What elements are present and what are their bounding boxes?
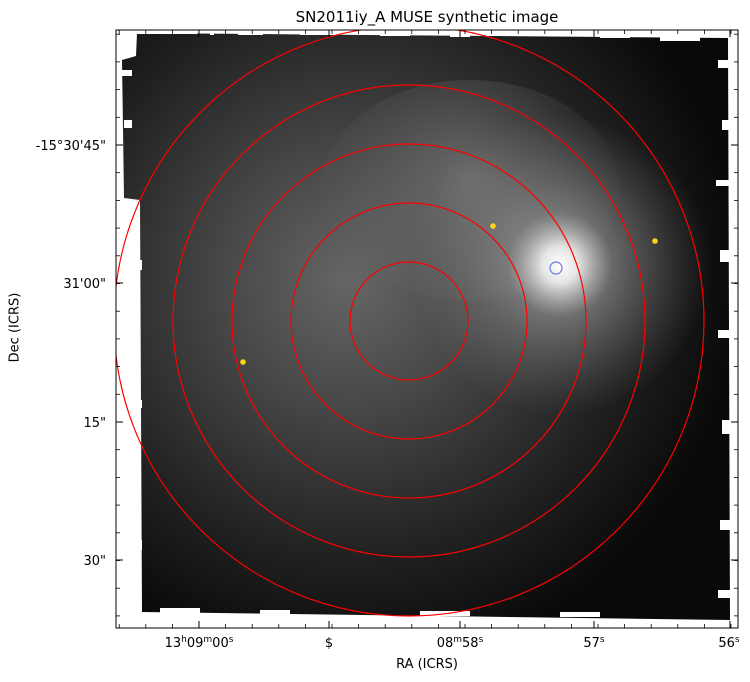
figure-title: SN2011iy_A MUSE synthetic image	[295, 8, 559, 26]
sn-position-marker	[549, 261, 563, 275]
aperture-ring-3	[231, 143, 587, 499]
synthetic-image	[116, 30, 730, 620]
source-marker-3	[240, 359, 246, 365]
aperture-rings	[116, 30, 705, 617]
y-tick-label-2: 31'00"	[63, 277, 106, 292]
x-tick-label-3: 08m58s	[437, 635, 484, 651]
aperture-ring-2	[290, 202, 528, 440]
source-marker-2	[652, 238, 658, 244]
x-tick-label-5: 56s	[718, 635, 740, 651]
aperture-ring-1	[349, 261, 469, 381]
x-axis-label: RA (ICRS)	[396, 657, 458, 672]
bright-source-glow	[410, 115, 710, 415]
y-axis-label: Dec (ICRS)	[7, 292, 23, 363]
x-tick-label-2: $	[325, 636, 333, 651]
y-tick-label-3: 15"	[83, 416, 106, 431]
x-tick-label-1: 13h09m00s	[165, 635, 234, 651]
source-marker-1	[490, 223, 496, 229]
aperture-ring-5	[116, 30, 705, 617]
x-tick-label-4: 57s	[583, 635, 605, 651]
axes-frame	[115, 29, 739, 629]
minor-tick-marks	[116, 30, 738, 628]
y-tick-label-4: 30"	[83, 554, 106, 569]
y-tick-label-1: -15°30'45"	[36, 139, 106, 154]
aperture-ring-4	[172, 84, 646, 558]
